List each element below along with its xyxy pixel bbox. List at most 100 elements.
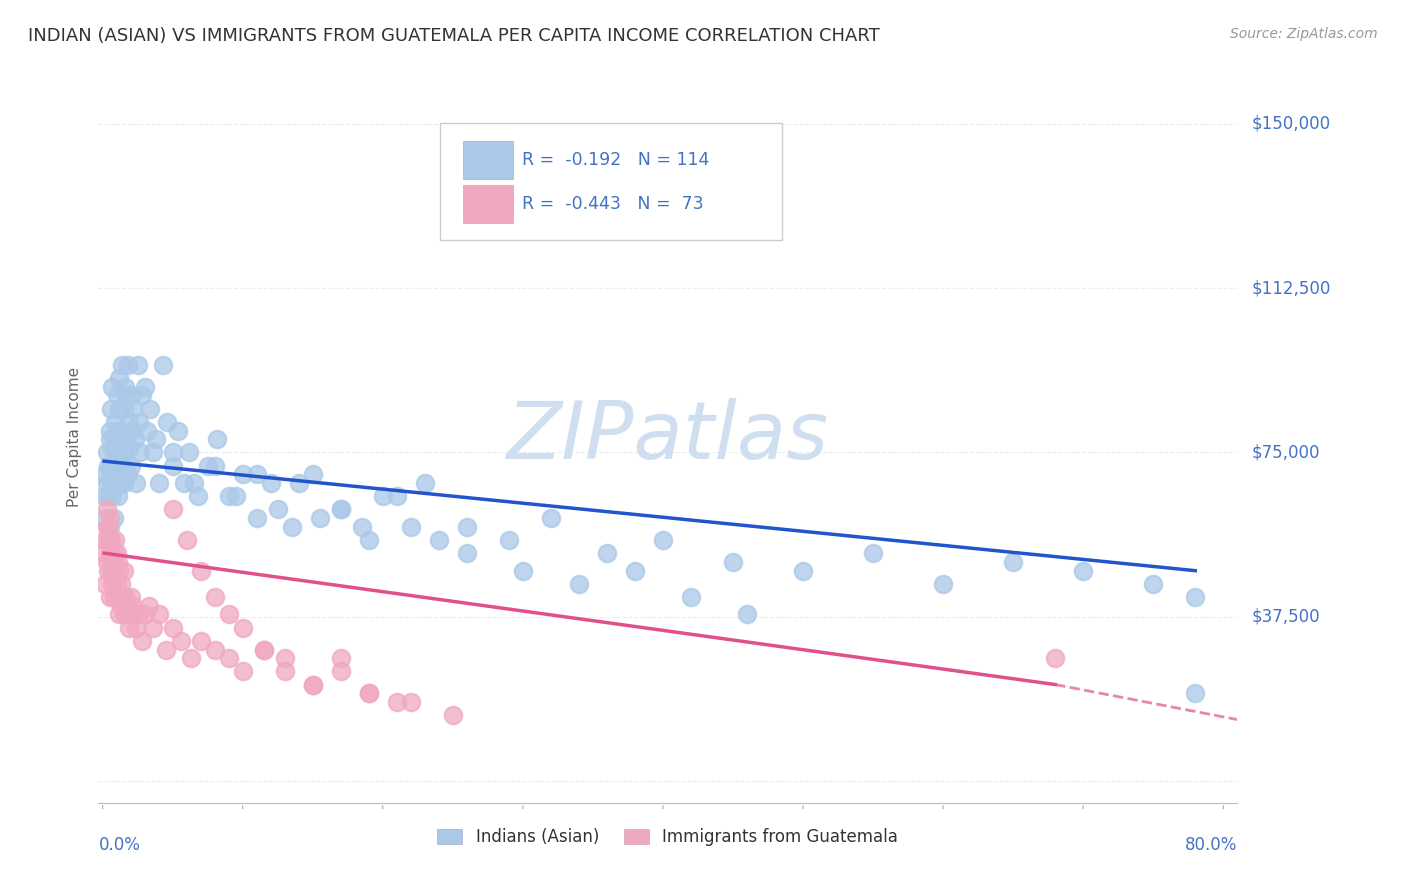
- Point: [127, 358, 149, 372]
- Point: [204, 590, 226, 604]
- FancyBboxPatch shape: [440, 122, 782, 240]
- Point: [108, 371, 131, 385]
- Point: [1142, 576, 1164, 591]
- Text: $150,000: $150,000: [1251, 115, 1330, 133]
- Point: [103, 590, 125, 604]
- Point: [225, 489, 247, 503]
- Point: [110, 476, 132, 491]
- Point: [427, 533, 450, 547]
- Point: [280, 520, 302, 534]
- Point: [329, 651, 352, 665]
- Point: [308, 511, 330, 525]
- Point: [97, 520, 120, 534]
- Point: [125, 621, 148, 635]
- Point: [187, 489, 209, 503]
- Point: [96, 520, 118, 534]
- Point: [232, 467, 254, 482]
- Y-axis label: Per Capita Income: Per Capita Income: [67, 367, 83, 508]
- Point: [101, 576, 124, 591]
- Text: Source: ZipAtlas.com: Source: ZipAtlas.com: [1230, 27, 1378, 41]
- Point: [114, 458, 136, 473]
- Point: [456, 546, 478, 560]
- Point: [101, 380, 124, 394]
- Point: [246, 467, 269, 482]
- Point: [96, 502, 118, 516]
- Point: [120, 590, 142, 604]
- Point: [117, 467, 139, 482]
- Point: [108, 401, 131, 416]
- FancyBboxPatch shape: [463, 185, 513, 223]
- Point: [131, 388, 153, 402]
- Point: [357, 686, 380, 700]
- Point: [98, 546, 121, 560]
- Text: 80.0%: 80.0%: [1185, 836, 1237, 854]
- Point: [301, 677, 323, 691]
- Point: [399, 520, 422, 534]
- Point: [413, 476, 436, 491]
- Point: [98, 590, 121, 604]
- Point: [98, 424, 121, 438]
- Point: [103, 432, 125, 446]
- Point: [98, 533, 121, 547]
- Point: [232, 665, 254, 679]
- Point: [111, 358, 134, 372]
- Point: [105, 476, 128, 491]
- Point: [110, 599, 132, 613]
- Point: [267, 502, 290, 516]
- Point: [98, 511, 121, 525]
- Point: [301, 467, 323, 482]
- Point: [170, 633, 193, 648]
- Point: [155, 642, 177, 657]
- Point: [97, 564, 120, 578]
- Text: ZIPatlas: ZIPatlas: [506, 398, 830, 476]
- Point: [148, 476, 170, 491]
- Point: [156, 415, 179, 429]
- Point: [100, 533, 122, 547]
- Point: [105, 458, 128, 473]
- Point: [120, 458, 142, 473]
- Point: [218, 607, 240, 622]
- Point: [568, 576, 591, 591]
- Point: [301, 677, 323, 691]
- Point: [253, 642, 276, 657]
- Point: [145, 432, 167, 446]
- Point: [111, 590, 134, 604]
- Point: [197, 458, 219, 473]
- Point: [652, 533, 675, 547]
- Point: [1002, 555, 1025, 569]
- Point: [107, 489, 129, 503]
- Point: [115, 388, 138, 402]
- Point: [110, 458, 132, 473]
- Point: [679, 590, 702, 604]
- Point: [100, 401, 122, 416]
- Point: [162, 502, 184, 516]
- Point: [121, 607, 143, 622]
- Point: [190, 564, 212, 578]
- Point: [104, 533, 127, 547]
- Point: [108, 564, 131, 578]
- Point: [118, 415, 141, 429]
- Point: [114, 380, 136, 394]
- Point: [105, 546, 128, 560]
- Point: [253, 642, 276, 657]
- Point: [104, 445, 127, 459]
- Point: [441, 708, 464, 723]
- Point: [104, 564, 127, 578]
- Point: [117, 358, 139, 372]
- Point: [162, 458, 184, 473]
- Point: [98, 520, 121, 534]
- Point: [115, 599, 138, 613]
- FancyBboxPatch shape: [463, 141, 513, 179]
- Point: [1184, 686, 1206, 700]
- Point: [107, 590, 129, 604]
- Point: [124, 432, 146, 446]
- Point: [112, 401, 135, 416]
- Point: [142, 445, 165, 459]
- Point: [97, 489, 120, 503]
- Point: [932, 576, 955, 591]
- Text: INDIAN (ASIAN) VS IMMIGRANTS FROM GUATEMALA PER CAPITA INCOME CORRELATION CHART: INDIAN (ASIAN) VS IMMIGRANTS FROM GUATEM…: [28, 27, 880, 45]
- Point: [232, 621, 254, 635]
- Point: [118, 621, 141, 635]
- Point: [101, 489, 124, 503]
- Point: [204, 642, 226, 657]
